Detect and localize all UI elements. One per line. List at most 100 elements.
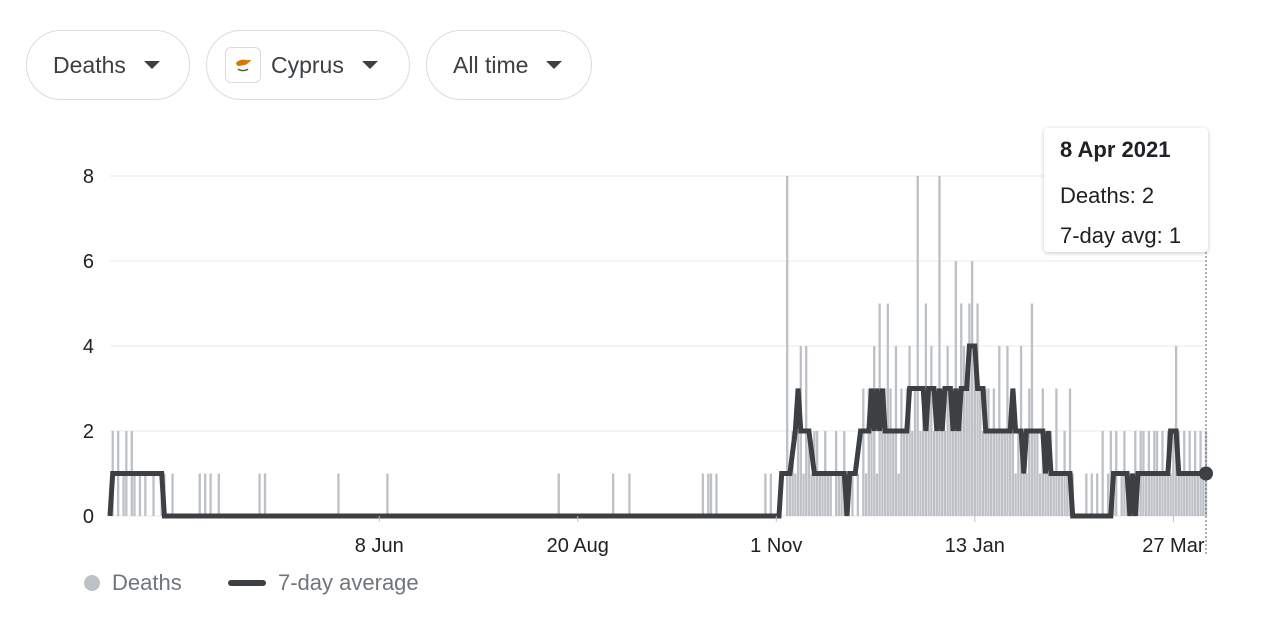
deaths-bar [867,388,870,516]
deaths-bar [973,346,976,516]
x-tick-label: 1 Nov [750,535,802,557]
seven-day-average-line [107,343,1206,519]
deaths-bar [935,388,938,516]
deaths-bar [209,473,212,516]
deaths-bar [818,473,821,516]
deaths-bar [965,388,968,516]
deaths-bar [987,388,990,516]
deaths-bar [1096,473,1099,516]
deaths-bar [1101,431,1104,516]
cyprus-flag-icon [225,47,261,83]
deaths-bar [122,473,125,516]
hover-marker-dot [1199,466,1213,481]
legend-deaths[interactable]: Deaths [84,570,182,596]
deaths-bar [204,473,207,516]
deaths-bar [715,473,718,516]
deaths-bar [263,473,267,516]
deaths-bar [1036,431,1039,516]
deaths-bar [922,388,925,516]
deaths-bar [840,473,843,516]
deaths-bar [949,388,952,516]
deaths-bar [769,473,773,516]
legend-dot-icon [84,575,100,591]
deaths-bar [1191,473,1194,516]
deaths-bar [908,346,911,516]
deaths-bar [217,473,220,516]
deaths-bar [897,473,900,516]
deaths-bar [1085,473,1088,516]
metric-dropdown-label: Deaths [53,51,126,78]
deaths-bar [1202,473,1205,516]
deaths-bar [984,388,987,516]
deaths-bar [1033,431,1036,516]
chart-grid [110,175,1206,517]
deaths-bar [1060,473,1064,516]
deaths-bar [995,431,998,516]
legend-average[interactable]: 7-day average [228,570,419,596]
deaths-bar [1055,388,1058,516]
deaths-bar [900,388,903,516]
deaths-bar [709,473,713,516]
deaths-bar [786,176,789,516]
metric-dropdown[interactable]: Deaths [26,30,190,100]
y-tick-label: 2 [83,421,94,443]
deaths-bar [794,473,797,516]
deaths-bar [611,473,615,516]
caret-down-icon [546,61,563,69]
deaths-bar [856,473,860,516]
deaths-bar [1028,388,1031,516]
deaths-bar [144,473,147,516]
deaths-bar [989,431,993,516]
deaths-bar [802,473,805,516]
deaths-bar [1030,303,1034,516]
deaths-bar [916,176,919,516]
tooltip-date: 8 Apr 2021 [1060,137,1171,162]
deaths-bar [862,388,865,516]
deaths-bar [962,346,966,516]
deaths-bar [707,473,710,516]
deaths-bar [807,431,811,516]
x-tick-label: 27 Mar [1142,535,1205,557]
deaths-bar [1052,473,1055,516]
deaths-bar [979,388,982,516]
deaths-bar [791,431,794,516]
deaths-bar [851,473,854,516]
deaths-bar [1109,431,1112,516]
deaths-bar [919,431,922,516]
deaths-bar [788,473,792,516]
tooltip-deaths: Deaths: 2 [1060,183,1155,208]
deaths-bar [932,431,936,516]
x-tick-label: 8 Jun [355,535,404,557]
legend-line-icon [228,580,266,586]
deaths-bar [976,303,979,516]
y-axis-labels: 0 2 4 6 8 [83,166,94,528]
deaths-bar [764,473,767,516]
deaths-bar [951,431,955,516]
x-axis-labels: 8 Jun 20 Aug 1 Nov 13 Jan 27 Mar [355,516,1205,557]
deaths-bar [992,388,996,516]
time-range-dropdown[interactable]: All time [426,30,592,100]
deaths-bar [1158,473,1161,516]
deaths-bar [1068,388,1072,516]
country-dropdown[interactable]: Cyprus [206,30,410,100]
deaths-bar [1017,431,1020,516]
deaths-bar [870,431,873,516]
country-dropdown-label: Cyprus [271,51,344,78]
deaths-bar [1145,473,1148,516]
deaths-bar [1000,431,1004,516]
deaths-bar [930,346,933,516]
x-tick-label: 13 Jan [945,535,1005,557]
deaths-bar [829,473,832,516]
deaths-bar [138,473,142,516]
deaths-bar [337,473,340,516]
deaths-bar [864,473,868,516]
deaths-bar [1106,473,1110,516]
deaths-bar [628,473,631,516]
y-tick-label: 0 [83,506,94,528]
deaths-bar [1172,431,1175,516]
deaths-bar [1014,473,1017,516]
deaths-bar [1090,473,1093,516]
deaths-bar [1164,473,1167,516]
deaths-bar [1185,473,1189,516]
